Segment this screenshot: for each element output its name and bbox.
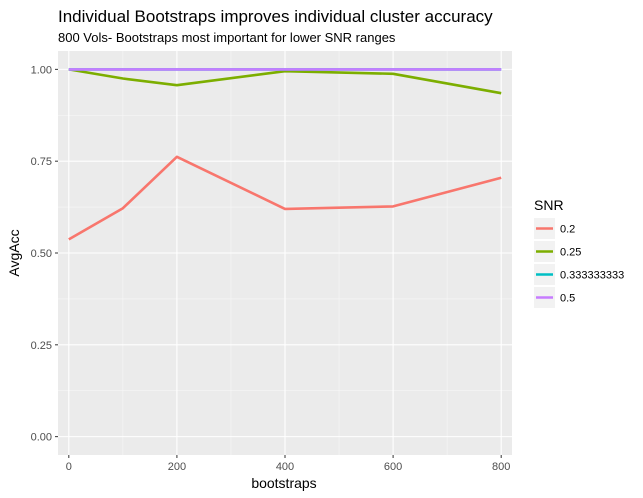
chart-subtitle: 800 Vols- Bootstraps most important for … [58, 30, 396, 45]
legend-label: 0.333333333 [560, 270, 624, 282]
legend: SNR 0.2 0.25 0.333333333 0.5 [534, 197, 624, 308]
y-tick-label: 0.25 [31, 340, 52, 352]
y-tick-label: 1.00 [31, 64, 52, 76]
legend-title: SNR [534, 197, 564, 213]
series-line-0.2 [68, 155, 502, 241]
y-tick-label: 0.00 [31, 432, 52, 444]
x-tick-label: 600 [384, 461, 402, 473]
series-layer [68, 68, 502, 241]
y-tick-label: 0.50 [31, 248, 52, 260]
y-axis-title: AvgAcc [6, 229, 22, 276]
chart-title: Individual Bootstraps improves individua… [58, 7, 493, 26]
x-tick-label: 400 [276, 461, 294, 473]
axis-ticks: 0 200 400 600 800 0.00 0.25 0.50 0.75 1.00 [31, 64, 511, 473]
series-line-0.25 [68, 68, 502, 95]
x-tick-label: 800 [492, 461, 510, 473]
x-axis-title: bootstraps [251, 475, 316, 491]
y-tick-label: 0.75 [31, 156, 52, 168]
x-tick-label: 0 [66, 461, 72, 473]
legend-label: 0.25 [560, 247, 581, 259]
legend-label: 0.5 [560, 293, 575, 305]
x-tick-label: 200 [168, 461, 186, 473]
legend-label: 0.2 [560, 224, 575, 236]
